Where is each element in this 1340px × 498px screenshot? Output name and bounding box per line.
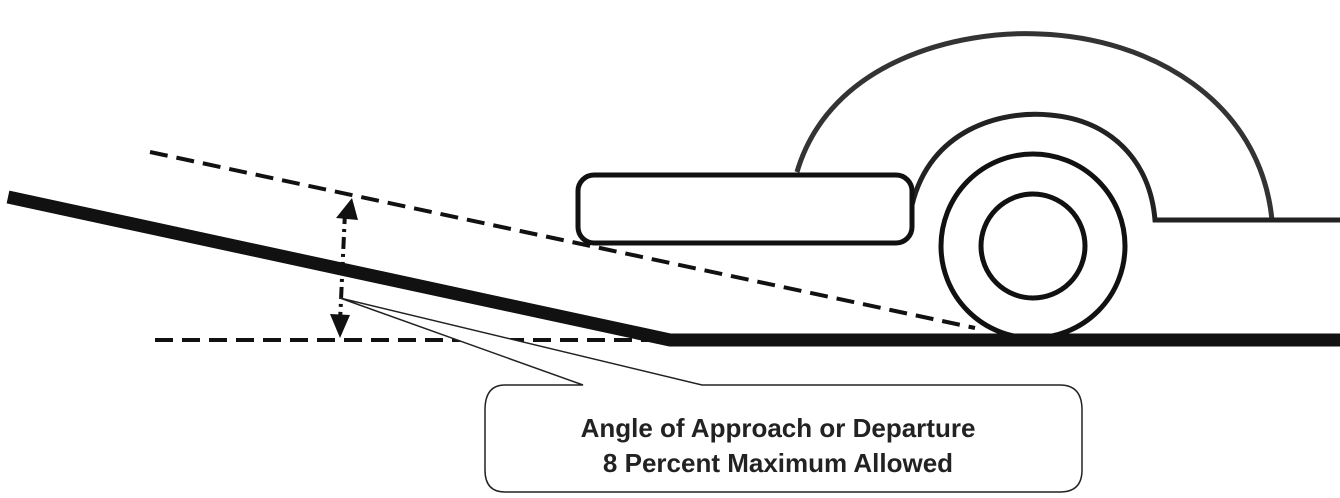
bumper bbox=[575, 172, 915, 246]
wheel-arch bbox=[909, 111, 1340, 223]
angle-arrow bbox=[338, 211, 347, 323]
clearance-line bbox=[149, 150, 976, 330]
hub bbox=[978, 191, 1088, 301]
callout-text: 8 Percent Maximum Allowed bbox=[603, 448, 953, 478]
wheel bbox=[938, 151, 1128, 341]
arrow-head bbox=[330, 314, 350, 338]
fender bbox=[794, 31, 1340, 223]
callout bbox=[339, 297, 1083, 493]
callout-text: Angle of Approach or Departure bbox=[581, 413, 976, 443]
arrow-head bbox=[336, 198, 358, 220]
